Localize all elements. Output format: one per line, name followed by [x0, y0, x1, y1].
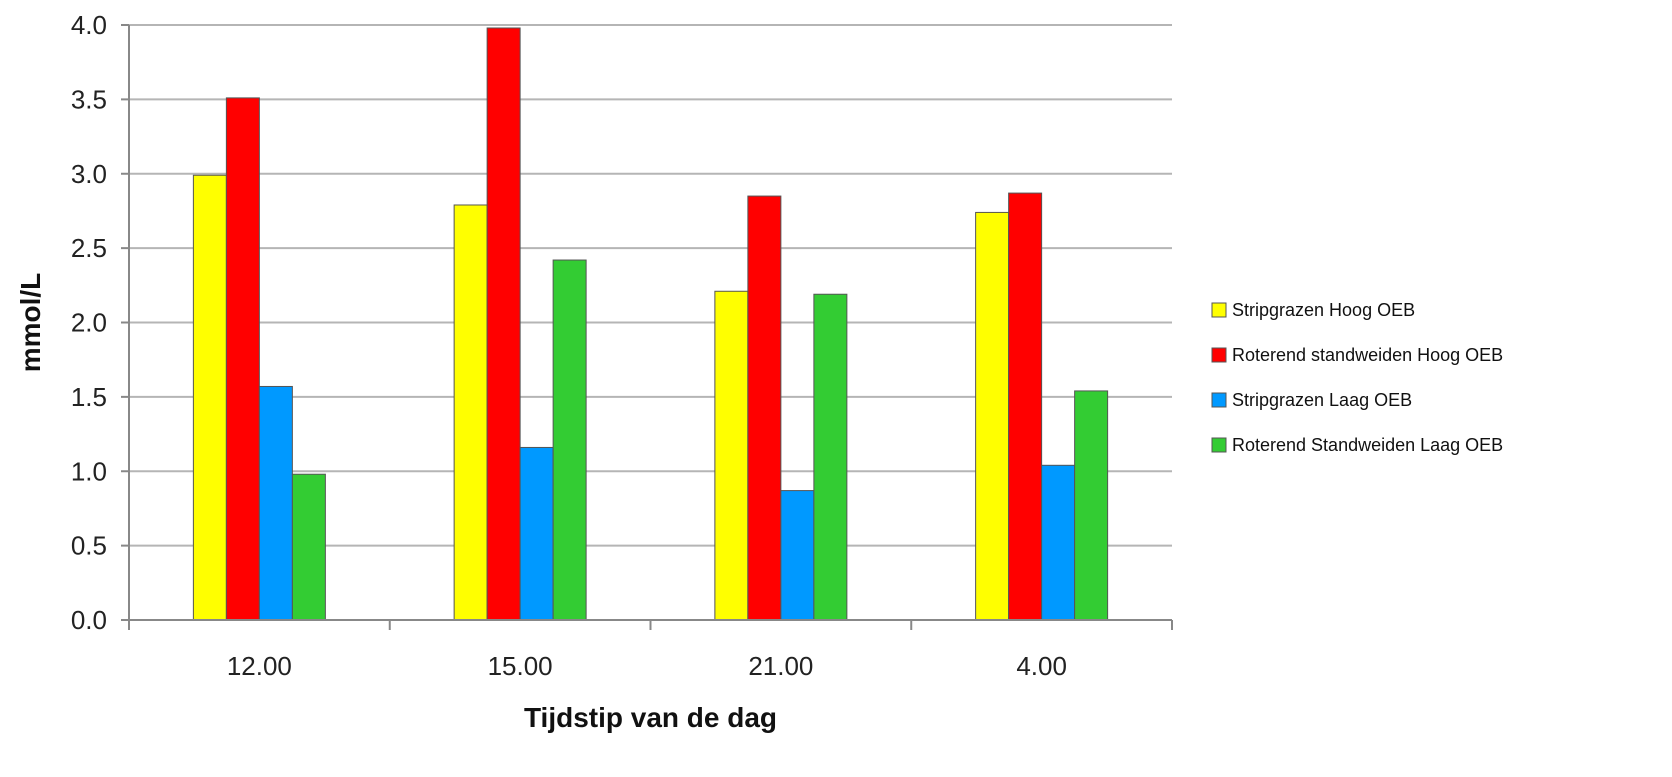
legend-swatch [1211, 347, 1227, 363]
legend-entry: Stripgrazen Laag OEB [1232, 390, 1412, 410]
bar [714, 290, 749, 621]
y-tick-label: 2.5 [71, 233, 107, 263]
bar [291, 473, 326, 621]
bar [258, 385, 293, 621]
axes [121, 24, 1173, 630]
legend-entry: Roterend standweiden Hoog OEB [1232, 345, 1503, 365]
x-tick-label: 12.00 [227, 651, 292, 681]
x-tick-label: 21.00 [748, 651, 813, 681]
x-tick-label: 4.00 [1016, 651, 1067, 681]
bar [1008, 192, 1043, 621]
bar [975, 211, 1010, 621]
y-axis-title: mmol/L [15, 273, 46, 373]
y-tick-label: 1.0 [71, 456, 107, 486]
legend-entry: Stripgrazen Hoog OEB [1232, 300, 1415, 320]
legend: Stripgrazen Hoog OEB Roterend standweiden… [1211, 300, 1503, 455]
y-tick-label: 4.0 [71, 10, 107, 40]
bar [486, 27, 521, 621]
bar [813, 293, 848, 621]
gridlines [129, 24, 1172, 547]
y-tick-label: 0.5 [71, 531, 107, 561]
bar [780, 490, 815, 621]
legend-swatch [1211, 302, 1227, 318]
bar [225, 97, 260, 621]
bar [453, 204, 488, 621]
bar [192, 174, 227, 621]
bar [552, 259, 587, 621]
bar [519, 446, 554, 621]
x-tick-label: 15.00 [488, 651, 553, 681]
bar [747, 195, 782, 621]
legend-entry: Roterend Standweiden Laag OEB [1232, 435, 1503, 455]
y-tick-label: 0.0 [71, 605, 107, 635]
y-tick-label: 1.5 [71, 382, 107, 412]
legend-swatch [1211, 437, 1227, 453]
tick-labels: 0.0 0.5 1.0 1.5 2.0 2.5 3.0 3.5 4.0 12.00 15.00 21.… [71, 10, 1067, 681]
bar [1041, 464, 1076, 621]
y-tick-label: 2.0 [71, 308, 107, 338]
bar [1074, 390, 1109, 621]
y-tick-label: 3.5 [71, 84, 107, 114]
bars [192, 27, 1109, 621]
y-tick-label: 3.0 [71, 159, 107, 189]
x-axis-title: Tijdstip van de dag [524, 702, 777, 733]
legend-swatch [1211, 392, 1227, 408]
